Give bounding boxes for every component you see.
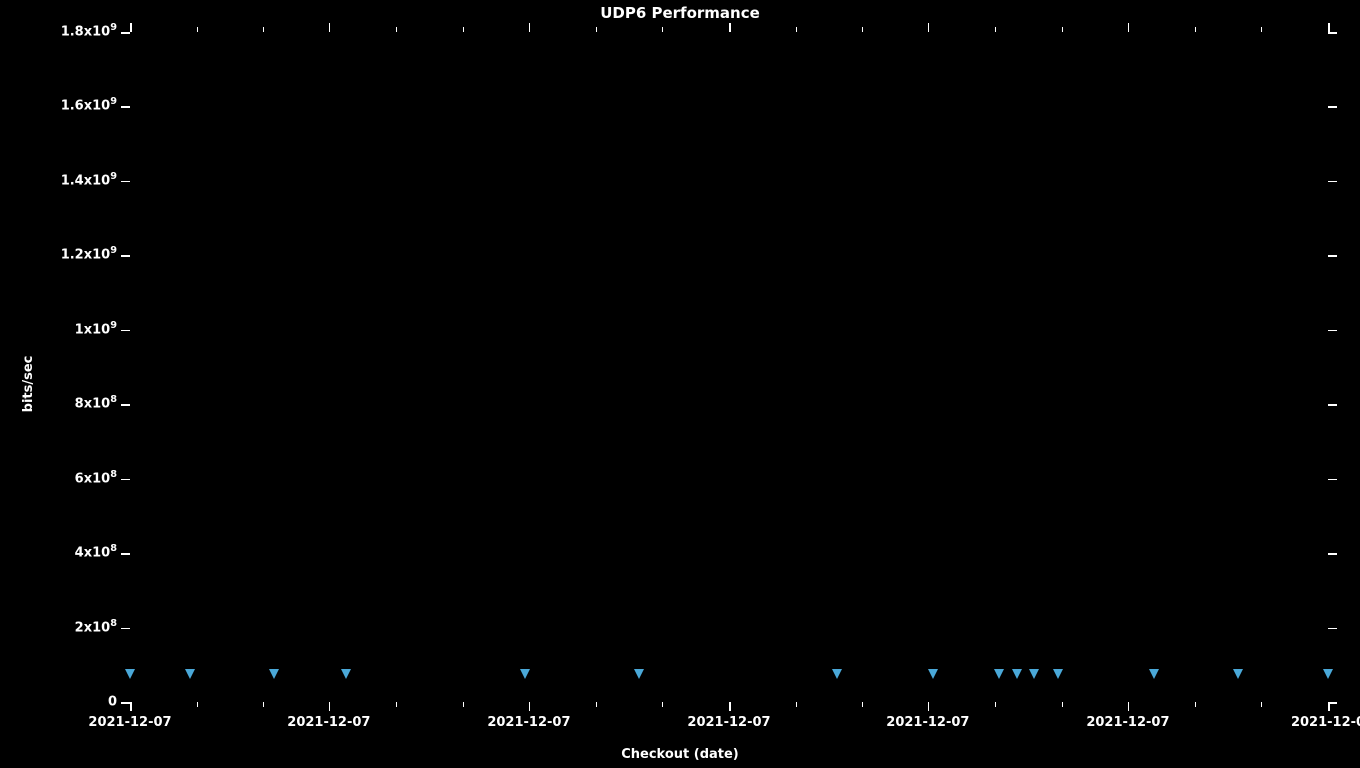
y-tick-mark [1328,553,1337,555]
data-point-marker [832,669,842,679]
x-tick-mark [1128,23,1130,32]
x-minor-tick-mark [662,702,663,707]
x-minor-tick-mark [197,702,198,707]
chart-title: UDP6 Performance [0,4,1360,22]
x-tick-mark [928,702,930,711]
x-tick-mark [1328,23,1330,32]
y-tick-label: 4x108 [75,546,117,561]
y-tick-label: 0 [108,695,117,710]
y-tick-mark [121,181,130,183]
x-minor-tick-mark [463,702,464,707]
x-tick-label: 2021-12-07 [886,715,969,730]
y-tick-mark [1328,628,1337,630]
x-minor-tick-mark [263,27,264,32]
x-minor-tick-mark [862,27,863,32]
x-minor-tick-mark [796,702,797,707]
x-minor-tick-mark [596,27,597,32]
x-minor-tick-mark [396,702,397,707]
y-axis-label: bits/sec [21,356,36,413]
y-tick-mark [1328,479,1337,481]
data-point-marker [928,669,938,679]
data-point-marker [1233,669,1243,679]
data-point-marker [269,669,279,679]
x-minor-tick-mark [596,702,597,707]
data-point-marker [1012,669,1022,679]
y-tick-mark [121,479,130,481]
x-minor-tick-mark [796,27,797,32]
x-tick-mark [529,702,531,711]
x-minor-tick-mark [1062,27,1063,32]
plot-area [130,32,1328,702]
y-tick-mark [121,106,130,108]
y-tick-mark [1328,255,1337,257]
x-tick-mark [130,23,132,32]
x-minor-tick-mark [862,702,863,707]
data-point-marker [1053,669,1063,679]
x-minor-tick-mark [396,27,397,32]
y-tick-mark [1328,181,1337,183]
data-point-marker [1323,669,1333,679]
x-minor-tick-mark [463,27,464,32]
x-tick-label: 2021-12-07 [487,715,570,730]
y-tick-label: 6x108 [75,471,117,486]
data-point-marker [520,669,530,679]
x-minor-tick-mark [1062,702,1063,707]
x-minor-tick-mark [1195,27,1196,32]
x-tick-mark [329,23,331,32]
y-tick-mark [121,702,130,704]
y-tick-label: 1.6x109 [61,99,117,114]
x-minor-tick-mark [995,702,996,707]
y-tick-mark [1328,404,1337,406]
data-point-marker [341,669,351,679]
y-tick-label: 1x109 [75,322,117,337]
x-minor-tick-mark [1195,702,1196,707]
x-tick-mark [130,702,132,711]
x-tick-mark [729,23,731,32]
x-tick-mark [729,702,731,711]
x-tick-mark [529,23,531,32]
x-tick-label: 2021-12-0 [1291,715,1360,730]
x-tick-label: 2021-12-07 [687,715,770,730]
x-tick-mark [928,23,930,32]
y-tick-mark [121,553,130,555]
x-minor-tick-mark [1261,702,1262,707]
x-minor-tick-mark [1261,27,1262,32]
x-tick-label: 2021-12-07 [1086,715,1169,730]
y-tick-mark [121,330,130,332]
y-tick-label: 2x108 [75,620,117,635]
y-tick-label: 1.2x109 [61,248,117,263]
data-point-marker [1029,669,1039,679]
x-minor-tick-mark [662,27,663,32]
x-minor-tick-mark [263,702,264,707]
data-point-marker [1149,669,1159,679]
y-tick-mark [121,628,130,630]
data-point-marker [994,669,1004,679]
x-minor-tick-mark [197,27,198,32]
x-tick-mark [1328,702,1330,711]
chart-container: UDP6 Performance bits/sec Checkout (date… [0,0,1360,768]
y-tick-mark [1328,32,1337,34]
x-minor-tick-mark [995,27,996,32]
y-tick-mark [121,32,130,34]
y-tick-mark [121,404,130,406]
y-tick-mark [1328,106,1337,108]
x-tick-mark [1128,702,1130,711]
y-tick-label: 1.8x109 [61,25,117,40]
y-tick-label: 8x108 [75,397,117,412]
x-tick-mark [329,702,331,711]
data-point-marker [634,669,644,679]
x-axis-label: Checkout (date) [0,747,1360,762]
data-point-marker [125,669,135,679]
x-tick-label: 2021-12-07 [287,715,370,730]
data-point-marker [185,669,195,679]
x-tick-label: 2021-12-07 [88,715,171,730]
y-tick-mark [121,255,130,257]
y-tick-label: 1.4x109 [61,173,117,188]
y-tick-mark [1328,330,1337,332]
